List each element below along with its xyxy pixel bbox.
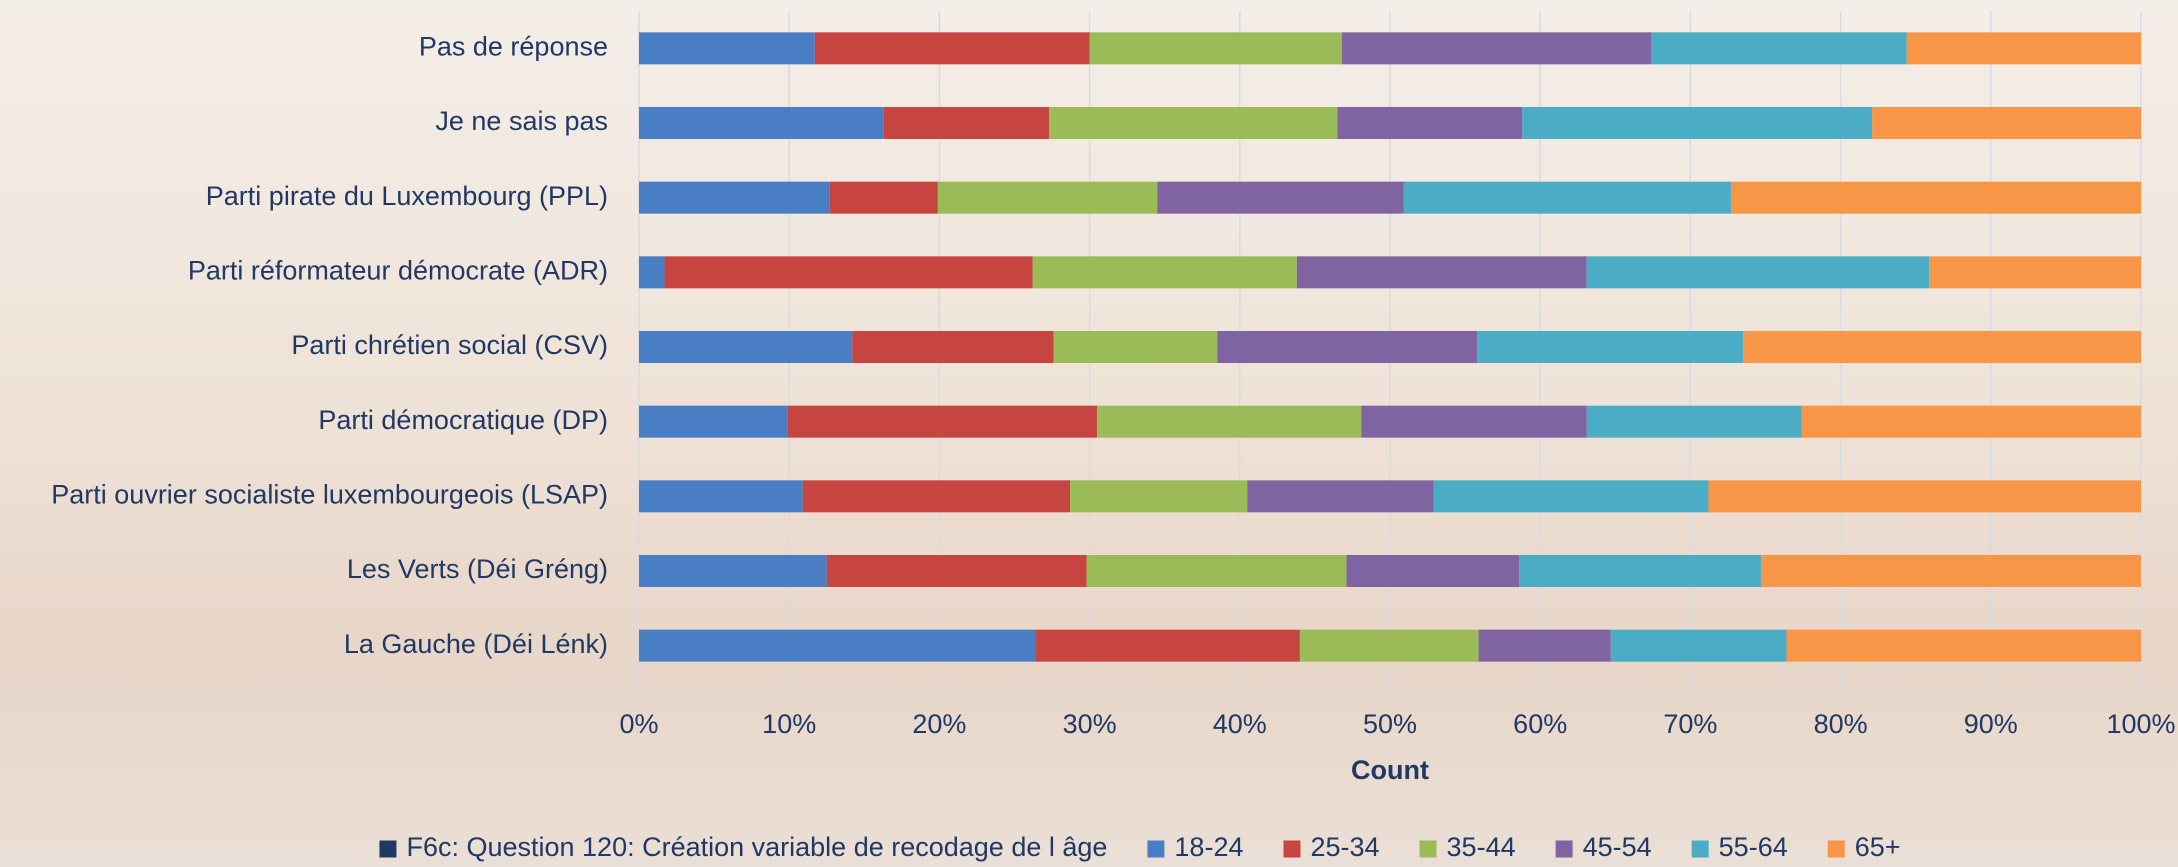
legend-swatch xyxy=(1691,840,1709,858)
bar-segment xyxy=(1522,107,1873,139)
bar-segment xyxy=(1478,629,1611,662)
bar-segment xyxy=(1801,405,2141,438)
bar-segment xyxy=(639,181,830,214)
legend-label: 55-64 xyxy=(1719,832,1788,862)
bar-segment xyxy=(639,405,788,438)
legend-title: F6c: Question 120: Création variable de … xyxy=(406,832,1107,862)
x-tick-label: 60% xyxy=(1513,709,1567,739)
bar-segment xyxy=(1361,405,1587,438)
bar-segment xyxy=(639,331,853,363)
legend-swatch xyxy=(1827,840,1845,858)
bar-segment xyxy=(1786,629,2141,662)
bar-segment xyxy=(802,480,1071,513)
bar-segment xyxy=(1217,331,1478,363)
bar-segment xyxy=(639,480,803,513)
bar-segment xyxy=(1086,555,1347,587)
y-tick-label: La Gauche (Déi Lénk) xyxy=(344,629,608,659)
x-tick-label: 100% xyxy=(2106,709,2175,739)
x-tick-label: 50% xyxy=(1363,709,1417,739)
legend-label: 45-54 xyxy=(1583,832,1652,862)
bar-segment xyxy=(1929,256,2141,289)
y-tick-label: Les Verts (Déi Gréng) xyxy=(347,554,608,584)
bar-segment xyxy=(1299,629,1479,662)
legend-label: 25-34 xyxy=(1310,832,1379,862)
bar-segment xyxy=(1341,32,1652,65)
legend-swatch xyxy=(1283,840,1301,858)
bar-segment xyxy=(1157,181,1404,214)
x-tick-label: 0% xyxy=(619,709,658,739)
x-tick-label: 70% xyxy=(1663,709,1717,739)
bar-segment xyxy=(1906,32,2141,65)
legend-label: 65+ xyxy=(1855,832,1901,862)
bar-segment xyxy=(1053,331,1218,363)
bar-segment xyxy=(1070,480,1248,513)
bar-segment xyxy=(1477,331,1743,363)
bar-segment xyxy=(1097,405,1362,438)
y-tick-label: Je ne sais pas xyxy=(435,106,608,136)
y-tick-label: Parti chrétien social (CSV) xyxy=(291,330,608,360)
bar-segment xyxy=(1760,555,2141,587)
legend-swatch xyxy=(379,840,397,858)
legend-swatch xyxy=(1147,840,1165,858)
bar-segment xyxy=(1586,256,1930,289)
bar-segment xyxy=(1035,629,1300,662)
y-tick-label: Parti démocratique (DP) xyxy=(318,405,608,435)
bar-segment xyxy=(639,107,884,139)
bar-segment xyxy=(829,181,938,214)
bar-segment xyxy=(639,32,815,65)
legend-label: 35-44 xyxy=(1447,832,1516,862)
y-tick-label: Pas de réponse xyxy=(419,31,608,61)
y-tick-label: Parti réformateur démocrate (ADR) xyxy=(188,255,608,285)
x-tick-label: 10% xyxy=(762,709,816,739)
bar-segment xyxy=(1586,405,1802,438)
bar-segment xyxy=(1433,480,1709,513)
bar-segment xyxy=(1337,107,1523,139)
legend-swatch xyxy=(1419,840,1437,858)
bar-segment xyxy=(1730,181,2141,214)
bar-segment xyxy=(1651,32,1907,65)
bar-segment xyxy=(1519,555,1761,587)
bar-segment xyxy=(1247,480,1434,513)
bar-segment xyxy=(826,555,1087,587)
bar-segment xyxy=(1049,107,1338,139)
bar-segment xyxy=(852,331,1054,363)
y-tick-label: Parti ouvrier socialiste luxembourgeois … xyxy=(51,479,608,509)
bar-segment xyxy=(1346,555,1520,587)
y-tick-label: Parti pirate du Luxembourg (PPL) xyxy=(206,181,608,211)
bar-segment xyxy=(1872,107,2141,139)
x-tick-label: 80% xyxy=(1814,709,1868,739)
bar-segment xyxy=(1742,331,2141,363)
x-axis-title: Count xyxy=(1351,755,1429,785)
bar-segment xyxy=(1296,256,1587,289)
x-tick-label: 90% xyxy=(1964,709,2018,739)
bar-segment xyxy=(664,256,1033,289)
bar-segment xyxy=(1610,629,1787,662)
bar-segment xyxy=(937,181,1158,214)
legend-swatch xyxy=(1555,840,1573,858)
legend: F6c: Question 120: Création variable de … xyxy=(379,832,1901,862)
bar-segment xyxy=(1708,480,2141,513)
bar-segment xyxy=(639,256,665,289)
bar-segment xyxy=(639,555,827,587)
bar-segment xyxy=(1089,32,1342,65)
legend-label: 18-24 xyxy=(1174,832,1243,862)
bar-segment xyxy=(883,107,1050,139)
x-tick-label: 40% xyxy=(1213,709,1267,739)
bar-segment xyxy=(814,32,1090,65)
bar-segment xyxy=(1032,256,1297,289)
x-tick-label: 20% xyxy=(912,709,966,739)
bar-segment xyxy=(1403,181,1731,214)
x-tick-label: 30% xyxy=(1063,709,1117,739)
bar-segment xyxy=(639,629,1036,662)
bar-segment xyxy=(787,405,1098,438)
